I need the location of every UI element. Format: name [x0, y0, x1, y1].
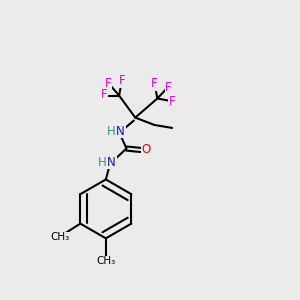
Text: F: F — [100, 88, 107, 101]
Text: F: F — [119, 74, 126, 87]
Text: CH₃: CH₃ — [96, 256, 116, 266]
Text: F: F — [151, 77, 158, 90]
Text: H: H — [98, 156, 106, 169]
Text: F: F — [105, 77, 111, 90]
Text: N: N — [107, 156, 116, 169]
Text: O: O — [142, 143, 151, 157]
Text: F: F — [169, 95, 175, 108]
Text: N: N — [116, 125, 125, 138]
Text: CH₃: CH₃ — [50, 232, 69, 242]
Text: F: F — [165, 81, 172, 94]
Text: H: H — [106, 125, 115, 138]
